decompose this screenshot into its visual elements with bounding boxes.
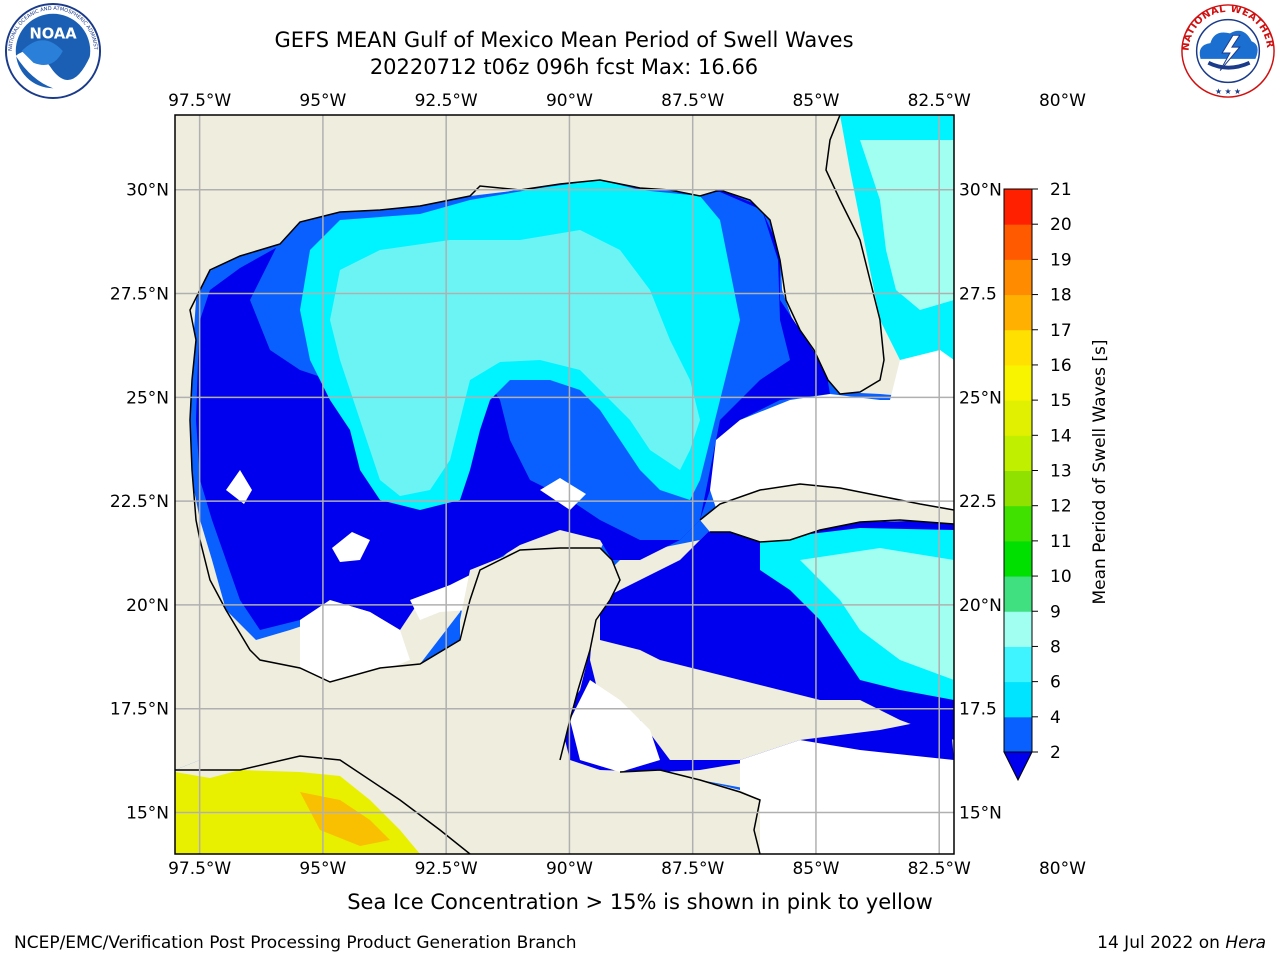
- swell-field-8-9s: [330, 230, 700, 496]
- colorbar-tick-label: 2: [1050, 743, 1061, 763]
- colorbar-tick-label: 8: [1050, 637, 1061, 657]
- lon-tick-label-bottom: 85°W: [792, 859, 839, 879]
- missing-data-patch: [890, 350, 954, 420]
- colorbar-segment: [1004, 294, 1032, 331]
- lat-tick-label-left: 25°N: [126, 388, 169, 408]
- colorbar-extend-arrow: [1003, 751, 1033, 782]
- lat-tick-label-left: 30°N: [126, 181, 169, 201]
- lon-tick-labels-bottom: 97.5°W 95°W 92.5°W 90°W 87.5°W 85°W 82.5°W 80°W: [168, 859, 1086, 879]
- lon-tick-label-bottom: 97.5°W: [168, 859, 231, 879]
- lat-tick-label-right: 20°N: [959, 596, 1002, 616]
- coastlines: [175, 115, 954, 854]
- colorbar-segment: [1004, 400, 1032, 436]
- colorbar-tick-label: 11: [1050, 532, 1072, 552]
- lon-tick-label-bottom: 80°W: [1039, 859, 1086, 879]
- sea-ice-note: Sea Ice Concentration > 15% is shown in …: [347, 890, 933, 914]
- colorbar-segment: [1004, 646, 1032, 683]
- lat-tick-label-right: 25°N: [959, 388, 1002, 408]
- colorbar-tick-label: 6: [1050, 673, 1061, 693]
- colorbar-segment: [1004, 329, 1032, 366]
- lon-tick-label-top: 97.5°W: [168, 91, 231, 111]
- chart-subtitle: 20220712 t06z 096h fcst Max: 16.66: [369, 55, 759, 79]
- lon-tick-label-bottom: 82.5°W: [908, 859, 971, 879]
- lon-tick-label-bottom: 92.5°W: [415, 859, 478, 879]
- missing-data-patch: [300, 600, 410, 682]
- svg-text:★ ★ ★: ★ ★ ★: [1215, 87, 1241, 96]
- lon-tick-label-top: 87.5°W: [661, 91, 724, 111]
- colorbar-segment: [1004, 540, 1032, 577]
- lon-tick-labels-top: 97.5°W 95°W 92.5°W 90°W 87.5°W 85°W 82.5°W 80°W: [168, 91, 1086, 111]
- colorbar-tick-label: 10: [1050, 567, 1072, 587]
- missing-data-patch: [570, 680, 660, 772]
- lon-tick-label-top: 92.5°W: [415, 91, 478, 111]
- us-gulf-coast-land: [175, 115, 884, 540]
- lat-tick-label-left: 27.5°N: [110, 285, 169, 305]
- lon-tick-label-top: 85°W: [792, 91, 839, 111]
- missing-data-patch: [226, 470, 252, 504]
- map-frame: [174, 114, 955, 855]
- colorbar-tick-label: 12: [1050, 497, 1072, 517]
- missing-data-patch: [332, 532, 370, 562]
- noaa-logo: NOAA NATIONAL OCEANIC AND ATMOSPHERIC AD…: [4, 2, 102, 100]
- lat-tick-label-right: 22.5: [959, 492, 997, 512]
- lon-tick-label-top: 95°W: [299, 91, 346, 111]
- colorbar-tick-label: 17: [1050, 321, 1072, 341]
- colorbar-label: Mean Period of Swell Waves [s]: [1090, 340, 1110, 605]
- colorbar-segment: [1004, 189, 1032, 225]
- colorbar-segment: [1004, 364, 1032, 401]
- colorbar-segment: [1004, 470, 1032, 507]
- colorbar-tick-label: 9: [1050, 602, 1061, 622]
- colorbar-tick-label: 21: [1050, 180, 1072, 200]
- colorbar-tick-label: 19: [1050, 250, 1072, 270]
- date-text: 14 Jul 2022 on: [1097, 933, 1226, 953]
- colorbar-tick-label: 16: [1050, 356, 1072, 376]
- lat-tick-label-left: 20°N: [126, 596, 169, 616]
- lat-tick-label-right: 17.5: [959, 700, 997, 720]
- lon-tick-label-bottom: 95°W: [299, 859, 346, 879]
- nws-logo: NATIONAL WEATHER SERVICE ★ ★ ★: [1178, 2, 1275, 98]
- caribbean-swell-light: [800, 548, 954, 680]
- lat-tick-label-left: 22.5°N: [110, 492, 169, 512]
- yucatan-land: [460, 546, 612, 720]
- lon-tick-label-bottom: 90°W: [546, 859, 593, 879]
- lon-tick-label-top: 90°W: [546, 91, 593, 111]
- colorbar-segment: [1004, 681, 1032, 718]
- lon-tick-label-top: 80°W: [1039, 91, 1086, 111]
- colorbar-segment: [1004, 505, 1032, 542]
- missing-data-patch: [740, 740, 954, 854]
- colorbar-segment: [1004, 435, 1032, 471]
- lat-tick-label-left: 15°N: [126, 803, 169, 823]
- noaa-logo-text: NOAA: [29, 25, 77, 42]
- lat-tick-labels-left: 15°N 17.5°N 20°N 22.5°N 25°N 27.5°N 30°N: [110, 181, 169, 824]
- lon-tick-label-top: 82.5°W: [908, 91, 971, 111]
- date-stamp: 14 Jul 2022 on Hera: [1097, 933, 1266, 953]
- colorbar-segment: [1004, 716, 1032, 753]
- lat-tick-label-left: 17.5°N: [110, 700, 169, 720]
- lat-tick-label-right: 30°N: [959, 181, 1002, 201]
- colorbar-tick-label: 18: [1050, 286, 1072, 306]
- missing-data-patch: [540, 478, 586, 510]
- colorbar-tick-label: 13: [1050, 462, 1072, 482]
- colorbar-tick-label: 14: [1050, 426, 1072, 446]
- lon-tick-label-bottom: 87.5°W: [661, 859, 724, 879]
- colorbar-segment: [1004, 224, 1032, 260]
- atlantic-swell-light: [860, 140, 954, 310]
- colorbar-segment: [1004, 576, 1032, 612]
- colorbar-tick-label: 20: [1050, 215, 1072, 235]
- host-name: Hera: [1225, 933, 1266, 953]
- credit-text: NCEP/EMC/Verification Post Processing Pr…: [14, 933, 577, 953]
- lat-tick-label-right: 27.5: [959, 285, 997, 305]
- colorbar-segment: [1004, 259, 1032, 296]
- colorbar-tick-label: 15: [1050, 391, 1072, 411]
- lat-tick-label-right: 15°N: [959, 803, 1002, 823]
- map-area: [175, 115, 954, 854]
- lat-tick-labels-right: 15°N 17.5 20°N 22.5 25°N 27.5 30°N: [959, 181, 1002, 824]
- map-grid: [175, 115, 954, 854]
- colorbar: 2 4 6 8 9 10 11 12 13 14 15 16 17 18 19 20 21: [1003, 180, 1072, 782]
- colorbar-tick-label: 4: [1050, 708, 1061, 728]
- colorbar-segment: [1004, 611, 1032, 647]
- chart-title: GEFS MEAN Gulf of Mexico Mean Period of …: [274, 28, 854, 52]
